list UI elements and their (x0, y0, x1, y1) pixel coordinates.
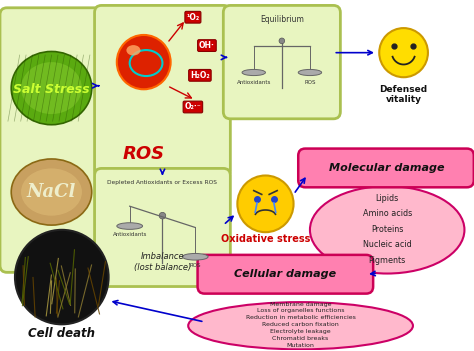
Text: NaCl: NaCl (27, 183, 76, 201)
Text: Reduced carbon fixation: Reduced carbon fixation (262, 322, 339, 327)
Circle shape (279, 38, 285, 44)
Text: Membrane damage: Membrane damage (270, 302, 331, 306)
Text: Lipids: Lipids (375, 194, 399, 203)
Ellipse shape (127, 45, 140, 55)
Ellipse shape (21, 168, 82, 216)
Ellipse shape (21, 62, 82, 114)
Ellipse shape (188, 302, 413, 349)
Text: Cellular damage: Cellular damage (234, 269, 336, 279)
Text: Antioxidants: Antioxidants (112, 232, 147, 237)
Text: Molecular damage: Molecular damage (328, 163, 444, 173)
Text: Mutation: Mutation (287, 343, 315, 347)
FancyBboxPatch shape (95, 5, 230, 178)
Circle shape (237, 176, 293, 232)
Text: ROS: ROS (123, 145, 165, 163)
Text: H₂O₂: H₂O₂ (190, 71, 210, 80)
Ellipse shape (117, 35, 171, 89)
Text: Defensed
vitality: Defensed vitality (380, 85, 428, 104)
Circle shape (15, 230, 109, 324)
Ellipse shape (298, 69, 322, 75)
Text: Nucleic acid: Nucleic acid (363, 240, 411, 250)
Text: ROS: ROS (190, 263, 201, 268)
Text: Proteins: Proteins (371, 225, 403, 234)
Ellipse shape (11, 52, 92, 125)
Text: O₂·⁻: O₂·⁻ (184, 102, 201, 112)
FancyBboxPatch shape (95, 168, 230, 286)
Ellipse shape (310, 186, 465, 273)
Circle shape (159, 212, 166, 219)
Text: Oxidative stress: Oxidative stress (221, 234, 310, 244)
Text: Amino acids: Amino acids (363, 209, 412, 218)
Text: Imbalance
(lost balance): Imbalance (lost balance) (134, 252, 191, 272)
FancyBboxPatch shape (198, 255, 373, 294)
Text: Loss of organelles functions: Loss of organelles functions (257, 309, 344, 313)
Ellipse shape (182, 253, 208, 260)
Text: Pigments: Pigments (369, 256, 406, 265)
Text: ROS: ROS (304, 80, 316, 85)
FancyBboxPatch shape (223, 5, 340, 119)
Text: Reduction in metabolic efficiencies: Reduction in metabolic efficiencies (246, 315, 356, 320)
Circle shape (379, 28, 428, 77)
FancyBboxPatch shape (298, 148, 474, 187)
Text: Equilibrium: Equilibrium (260, 15, 304, 24)
Ellipse shape (117, 223, 143, 229)
Text: Depleted Antioxidants or Excess ROS: Depleted Antioxidants or Excess ROS (108, 180, 218, 185)
Text: Electrolyte leakage: Electrolyte leakage (270, 329, 331, 334)
Text: Cell death: Cell death (28, 327, 95, 340)
Text: ¹O₂: ¹O₂ (186, 13, 200, 22)
Text: OH·: OH· (199, 41, 215, 50)
FancyBboxPatch shape (0, 8, 103, 272)
Text: Antioxidants: Antioxidants (237, 80, 271, 85)
Ellipse shape (11, 159, 92, 225)
Ellipse shape (242, 69, 265, 75)
Text: Chromatid breaks: Chromatid breaks (273, 336, 328, 341)
Text: Salt Stress: Salt Stress (13, 83, 90, 96)
